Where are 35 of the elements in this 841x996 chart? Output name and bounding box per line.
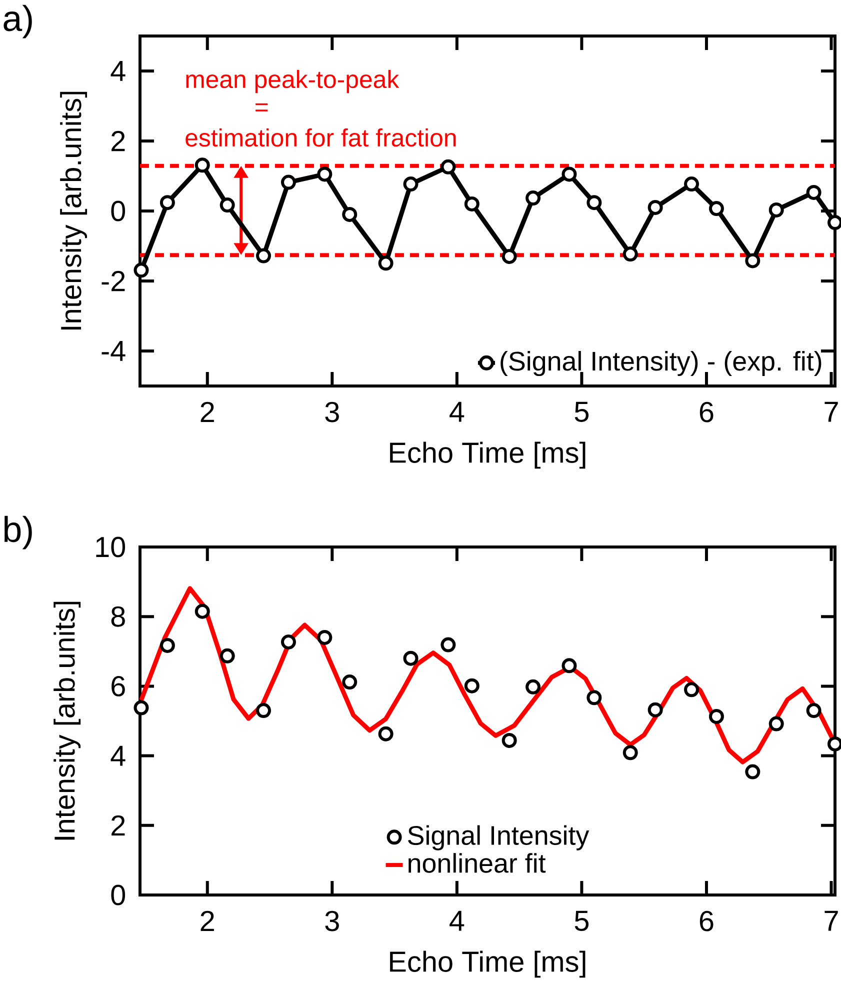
annotation: mean peak-to-peak [186,70,400,94]
text: a) [4,4,32,38]
y-axis-title: Intensity [arb.units] [54,602,81,840]
x-tick-label: 5 [574,402,589,422]
x-tick-label: 3 [325,910,339,932]
x-tick-label: 2 [200,910,214,932]
y-tick-label: -4 [102,341,126,361]
y-tick-label: 6 [112,676,125,696]
x-tick-label: 3 [325,402,339,422]
text: b) [4,516,32,550]
y-tick-label: 8 [111,606,125,627]
x-tick-label: 4 [450,910,464,931]
y-tick-label: 0 [111,884,126,906]
x-tick-label: 4 [450,402,464,422]
x-tick-label: 6 [700,402,714,422]
legend-label: Signal Intensity [408,825,590,850]
y-tick-label: 0 [111,200,126,222]
x-axis-title: Echo Time [ms] [390,950,586,978]
x-tick-label: 5 [574,910,589,931]
x-tick-label: 6 [700,910,714,932]
legend-label: (Signal Intensity) - (exp. fit) [500,350,822,376]
x-tick-label: 2 [200,402,214,422]
legend-label: nonlinear fit [408,853,546,873]
y-tick-label: 4 [110,746,126,766]
x-tick-label: 7 [824,910,838,931]
annotation: estimation for fat fraction [186,128,456,147]
y-tick-label: 10 [96,536,126,558]
y-tick-label: 2 [112,815,125,836]
x-tick-label: 7 [824,402,838,422]
x-axis-title: Echo Time [ms] [390,442,586,469]
y-axis-title: Intensity [arb.units] [60,92,88,330]
annotation: = [256,103,268,112]
y-tick-label: 2 [112,130,125,152]
y-tick-label: -2 [102,270,125,292]
y-tick-label: 4 [110,61,126,81]
